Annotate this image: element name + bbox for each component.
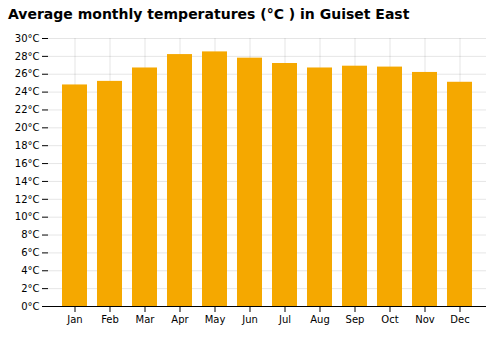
svg-text:24°C: 24°C [15, 86, 40, 97]
svg-text:30°C: 30°C [15, 33, 40, 44]
svg-text:10°C: 10°C [15, 211, 40, 222]
html-text:Average monthly temperatures (: Average monthly temperatures (°C ) in Gu… [8, 6, 410, 22]
svg-text:Jan: Jan [66, 314, 82, 325]
svg-text:Nov: Nov [415, 314, 435, 325]
svg-text:Aug: Aug [310, 314, 330, 325]
svg-text:Sep: Sep [346, 314, 365, 325]
svg-text:14°C: 14°C [15, 176, 40, 187]
svg-text:Jun: Jun [241, 314, 258, 325]
svg-text:16°C: 16°C [15, 158, 40, 169]
svg-text:8°C: 8°C [21, 229, 39, 240]
svg-text:4°C: 4°C [21, 265, 39, 276]
svg-text:May: May [205, 314, 226, 325]
svg-text:28°C: 28°C [15, 51, 40, 62]
svg-text:12°C: 12°C [15, 194, 40, 205]
svg-text:26°C: 26°C [15, 68, 40, 79]
svg-text:Apr: Apr [171, 314, 189, 325]
svg-text:2°C: 2°C [21, 283, 39, 294]
svg-text:6°C: 6°C [21, 247, 39, 258]
svg-text:Mar: Mar [136, 314, 156, 325]
svg-text:18°C: 18°C [15, 140, 40, 151]
svg-text:20°C: 20°C [15, 122, 40, 133]
svg-text:0°C: 0°C [21, 301, 39, 312]
svg-text:Feb: Feb [101, 314, 119, 325]
svg-text:22°C: 22°C [15, 104, 40, 115]
svg-text:Oct: Oct [381, 314, 398, 325]
svg-text:Jul: Jul [278, 314, 291, 325]
svg-text:Dec: Dec [450, 314, 469, 325]
